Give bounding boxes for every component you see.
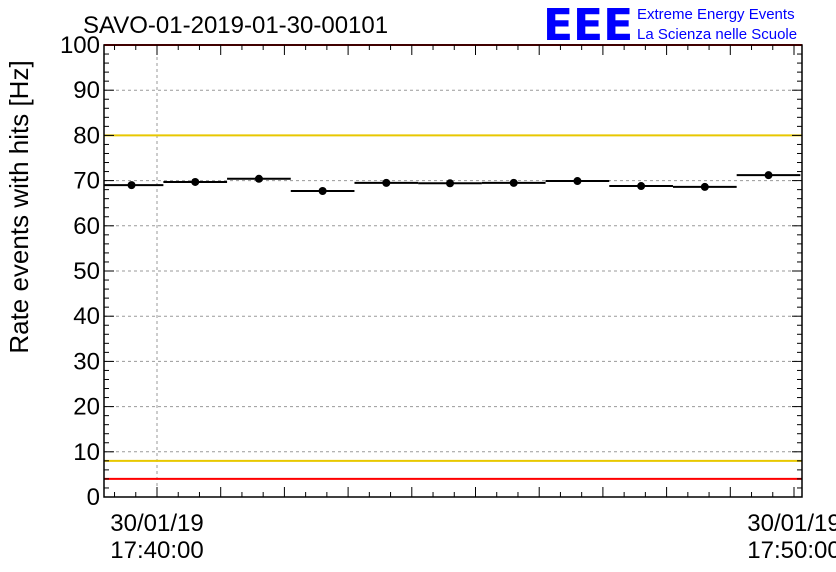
y-tick-label-40: 40 [73, 303, 100, 330]
eee-logo-mark: EEE [543, 0, 633, 51]
x-tick-label-date-0: 30/01/19 [110, 510, 203, 537]
y-tick-label-20: 20 [73, 394, 100, 421]
eee-logo: EEE Extreme Energy Events La Scienza nel… [543, 0, 797, 51]
x-tick-label-time-1: 17:50:00 [747, 537, 836, 564]
data-point-marker-7 [573, 177, 582, 186]
data-point-marker-2 [254, 174, 263, 183]
data-point-marker-3 [318, 186, 327, 195]
data-point-marker-10 [764, 171, 773, 180]
y-tick-label-10: 10 [73, 439, 100, 466]
data-point-marker-0 [127, 181, 136, 190]
x-tick-label-date-1: 30/01/19 [747, 510, 836, 537]
data-point-marker-1 [191, 177, 200, 186]
data-points [104, 171, 801, 195]
y-tick-label-80: 80 [73, 122, 100, 149]
data-point-marker-4 [382, 178, 391, 187]
x-tick-label-time-0: 17:40:00 [110, 537, 203, 564]
y-tick-label-100: 100 [60, 32, 100, 59]
y-tick-label-70: 70 [73, 168, 100, 195]
y-tick-label-30: 30 [73, 348, 100, 375]
axes: 010203040506070809010030/01/1917:40:0030… [60, 32, 836, 564]
chart-title: SAVO-01-2019-01-30-00101 [83, 12, 388, 39]
logo-line-2: La Scienza nelle Scuole [637, 26, 797, 43]
y-tick-label-0: 0 [87, 484, 100, 511]
data-point-marker-8 [637, 182, 646, 191]
y-tick-label-50: 50 [73, 258, 100, 285]
y-tick-label-90: 90 [73, 77, 100, 104]
logo-line-1: Extreme Energy Events [637, 6, 795, 23]
data-point-marker-9 [700, 182, 709, 191]
y-axis-label: Rate events with hits [Hz] [4, 60, 34, 353]
data-point-marker-6 [509, 178, 518, 187]
data-point-marker-5 [446, 179, 455, 188]
y-tick-label-60: 60 [73, 213, 100, 240]
